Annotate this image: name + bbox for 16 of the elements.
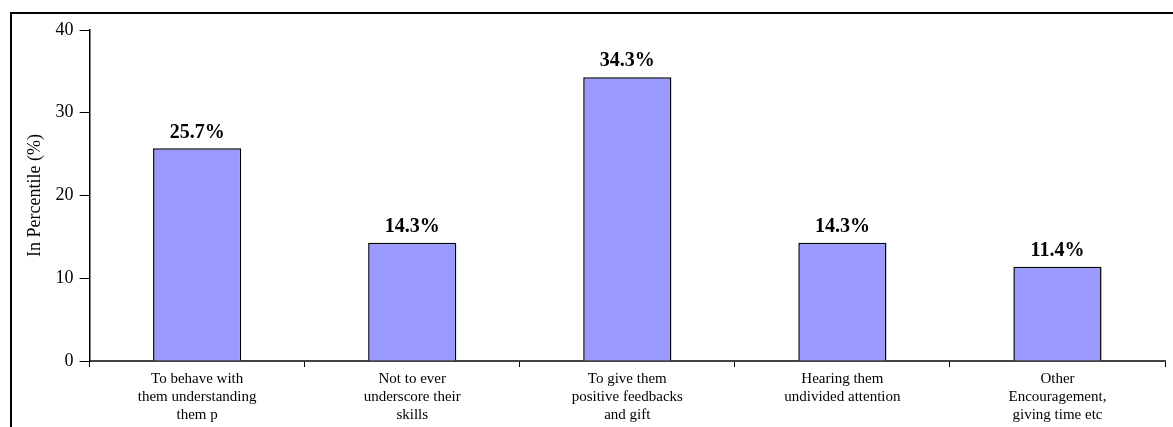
y-tick-label: 10 xyxy=(55,266,74,287)
y-tick-label: 20 xyxy=(55,184,74,205)
data-label: 34.3% xyxy=(599,48,655,71)
x-tick-label: Not to ever underscore their skills xyxy=(363,369,461,422)
y-tick-label: 40 xyxy=(55,18,74,39)
data-label: 14.3% xyxy=(384,213,440,236)
data-label: 11.4% xyxy=(1030,237,1085,260)
x-tick-label: To behave with them understanding them p xyxy=(137,369,257,422)
data-label: 14.3% xyxy=(814,213,870,236)
y-tick-label: 30 xyxy=(55,101,74,122)
y-axis-title: In Percentile (%) xyxy=(23,134,45,257)
y-tick-label: 0 xyxy=(64,349,74,370)
data-label: 25.7% xyxy=(169,119,225,142)
x-tick-label: Hearing them undivided attention xyxy=(784,369,901,404)
x-tick-label: To give them positive feedbacks and gift xyxy=(571,369,684,422)
x-tick-label: Other Encouragement, giving time etc xyxy=(1008,369,1107,422)
